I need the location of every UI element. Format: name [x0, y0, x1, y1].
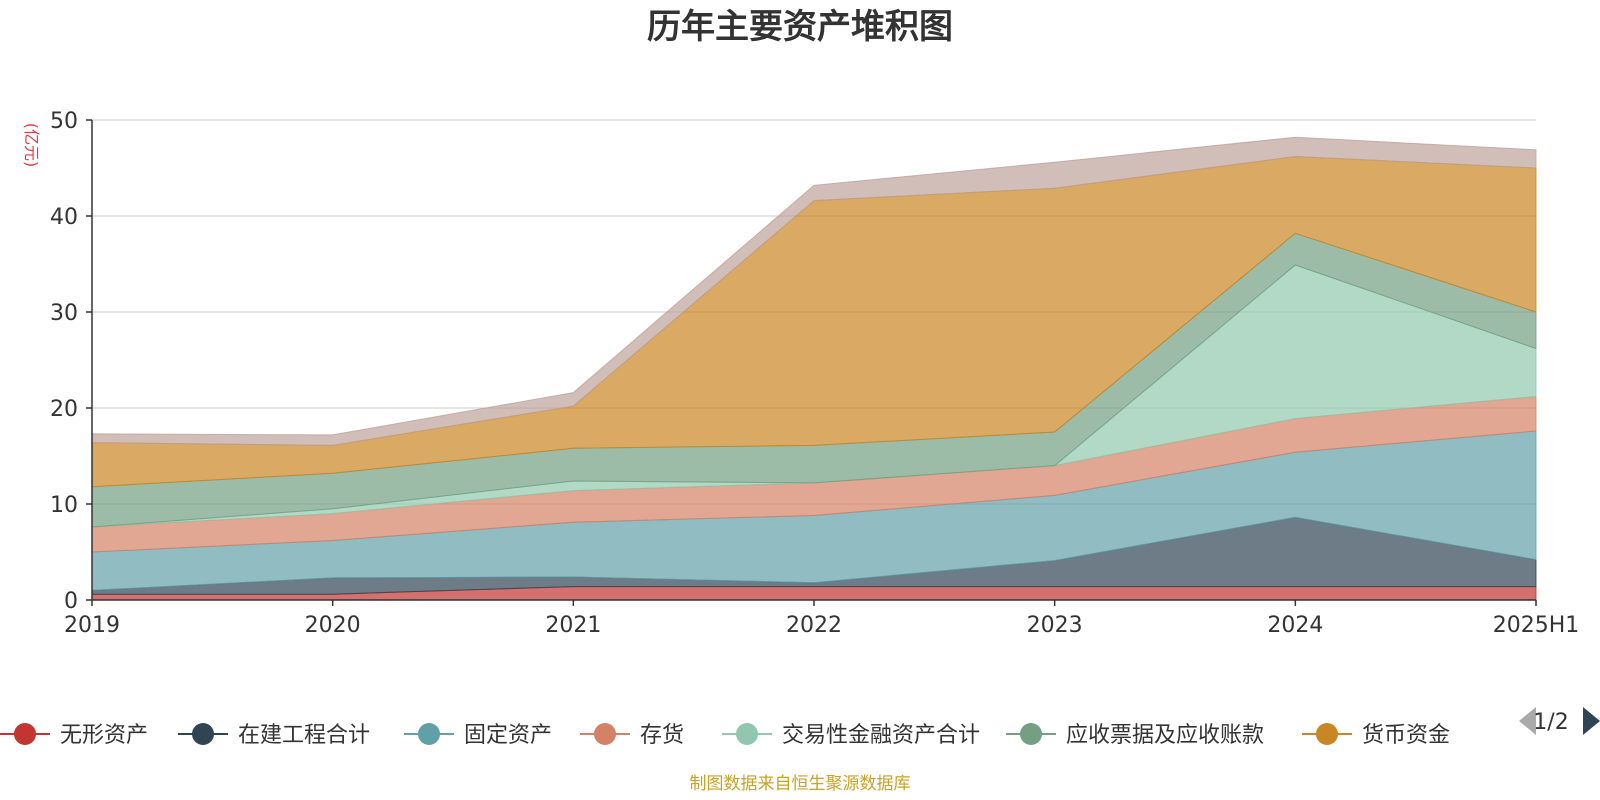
x-tick-label: 2020	[305, 613, 361, 638]
legend: 无形资产 在建工程合计 固定资产 存货 交易性金融资产合计 应收票据及应收账款 货币资金	[0, 723, 1450, 748]
y-tick-label: 50	[50, 109, 78, 134]
legend-item[interactable]: 存货	[580, 723, 684, 748]
chart-title: 历年主要资产堆积图	[647, 7, 953, 47]
legend-item[interactable]: 货币资金	[1302, 723, 1450, 748]
legend-next-icon[interactable]	[1583, 707, 1600, 735]
x-tick-label: 2019	[64, 613, 120, 638]
y-tick-label: 10	[50, 493, 78, 518]
legend-item[interactable]: 无形资产	[0, 723, 148, 748]
axes	[86, 119, 1537, 606]
legend-prev-icon[interactable]	[1519, 707, 1536, 735]
x-tick-label: 2023	[1027, 613, 1083, 638]
legend-marker-icon	[418, 723, 440, 745]
legend-item[interactable]: 在建工程合计	[178, 723, 370, 748]
legend-item[interactable]: 交易性金融资产合计	[722, 723, 980, 748]
legend-marker-icon	[192, 723, 214, 745]
y-tick-labels: 0 10 20 30 40 50	[50, 109, 78, 614]
y-tick-label: 30	[50, 301, 78, 326]
source-note: 制图数据来自恒生聚源数据库	[690, 774, 911, 794]
legend-label: 应收票据及应收账款	[1066, 723, 1264, 748]
legend-label: 在建工程合计	[238, 723, 370, 748]
legend-marker-icon	[14, 723, 36, 745]
legend-label: 存货	[640, 723, 684, 748]
y-tick-label: 40	[50, 205, 78, 230]
legend-label: 货币资金	[1362, 723, 1450, 748]
area-series	[91, 136, 1537, 601]
area-series-8	[91, 136, 1537, 446]
y-tick-label: 20	[50, 397, 78, 422]
x-tick-labels: 2019 2020 2021 2022 2023 2024 2025H1	[64, 613, 1579, 638]
legend-page-indicator: 1/2	[1533, 710, 1568, 735]
x-tick-label: 2025H1	[1493, 613, 1580, 638]
legend-marker-icon	[736, 723, 758, 745]
legend-item[interactable]: 应收票据及应收账款	[1006, 723, 1264, 748]
x-tick-label: 2022	[786, 613, 842, 638]
legend-marker-icon	[594, 723, 616, 745]
x-tick-label: 2024	[1267, 613, 1323, 638]
legend-label: 固定资产	[464, 723, 552, 748]
legend-marker-icon	[1020, 723, 1042, 745]
y-tick-label: 0	[64, 589, 78, 614]
legend-label: 无形资产	[60, 723, 148, 748]
legend-label: 交易性金融资产合计	[782, 723, 980, 748]
legend-pager: 1/2	[1519, 707, 1600, 735]
legend-marker-icon	[1316, 723, 1338, 745]
x-tick-label: 2021	[545, 613, 601, 638]
y-axis-unit-label: (亿元)	[22, 123, 41, 168]
legend-item[interactable]: 固定资产	[404, 723, 552, 748]
